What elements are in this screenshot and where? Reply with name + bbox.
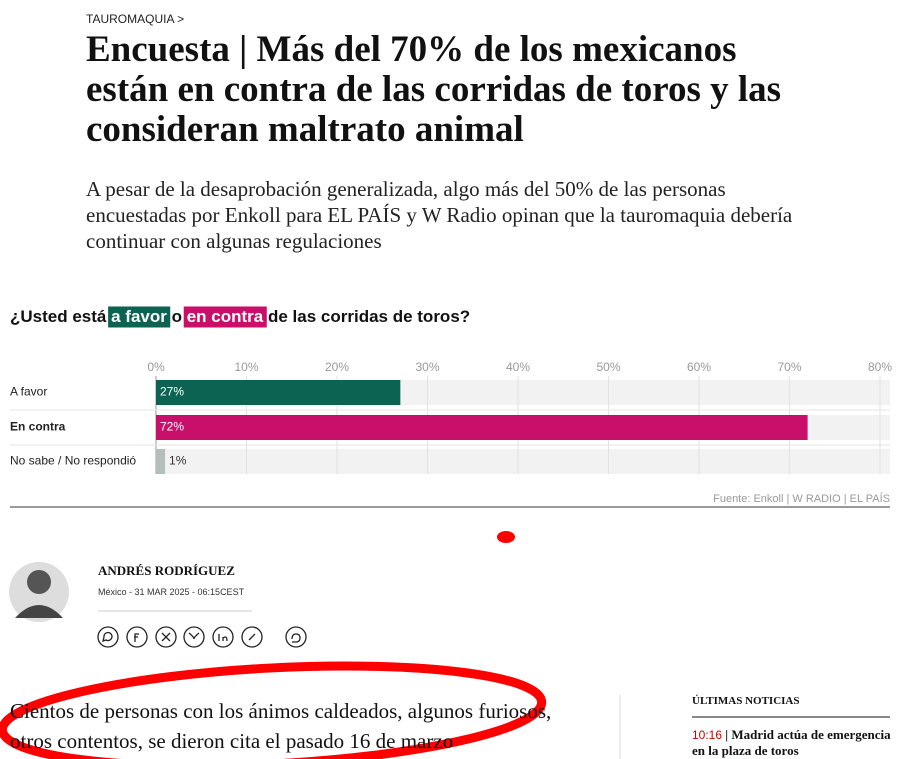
annotation-ellipse xyxy=(0,661,547,759)
sidebar-item[interactable]: 10:16 | Madrid actúa de emergencia en la… xyxy=(692,727,891,758)
title-part: en contra xyxy=(187,307,264,326)
bar xyxy=(156,380,401,405)
share-whatsapp[interactable] xyxy=(97,626,119,648)
title-part: ¿Usted está xyxy=(10,307,107,326)
title-highlight xyxy=(108,306,171,328)
row-bg xyxy=(156,449,890,474)
title-part: a favor xyxy=(111,307,167,326)
dateline: México - 31 MAR 2025 - 06:15CEST xyxy=(98,587,244,597)
title-highlight xyxy=(183,306,267,328)
headline: Encuesta | Más del 70% de los mexicanos … xyxy=(86,29,782,150)
chart: ¿Usted está a favor o en contra de las c… xyxy=(10,306,892,508)
source: Fuente: Enkoll | W RADIO | EL PAÍS xyxy=(713,492,890,505)
share-x[interactable] xyxy=(155,626,177,648)
author-photo-head xyxy=(27,570,51,594)
x-tick-label: 10% xyxy=(234,360,258,374)
share-icons xyxy=(97,626,307,648)
news-time: 10:16 xyxy=(692,728,723,742)
breadcrumb[interactable]: TAUROMAQUIA > xyxy=(86,12,185,26)
value-label: 27% xyxy=(160,385,184,399)
share-link[interactable] xyxy=(241,626,263,648)
author-name[interactable]: ANDRÉS RODRÍGUEZ xyxy=(98,563,235,578)
body-text: Cientos de personas con los ánimos calde… xyxy=(10,699,552,753)
share-bluesky[interactable] xyxy=(183,626,205,648)
value-label: 72% xyxy=(160,420,184,434)
title-part: de las corridas de toros? xyxy=(268,307,470,326)
category-label: En contra xyxy=(10,420,66,434)
category-label: A favor xyxy=(10,385,47,399)
subheadline: A pesar de la desaprobación generalizada… xyxy=(86,177,793,253)
red-dot xyxy=(497,531,515,543)
x-tick-label: 30% xyxy=(415,360,439,374)
x-tick-label: 0% xyxy=(147,360,165,374)
bar xyxy=(156,449,166,474)
decor xyxy=(0,531,890,759)
share-facebook[interactable] xyxy=(126,626,148,648)
share-linkedin[interactable] xyxy=(212,626,234,648)
value-label: 1% xyxy=(169,454,187,468)
title-part: o xyxy=(172,307,182,326)
comments[interactable] xyxy=(285,626,307,648)
x-tick-label: 60% xyxy=(687,360,711,374)
category-label: No sabe / No respondió xyxy=(10,454,136,468)
x-tick-label: 40% xyxy=(506,360,530,374)
x-tick-label: 50% xyxy=(596,360,620,374)
sidebar-title: ÚLTIMAS NOTICIAS xyxy=(692,695,800,707)
x-tick-label: 20% xyxy=(325,360,349,374)
date: México - 31 MAR 2025 - 06:15 xyxy=(98,587,221,597)
bar xyxy=(156,415,808,440)
chart-title: ¿Usted está a favor o en contra de las c… xyxy=(10,307,470,326)
timezone: CEST xyxy=(220,587,245,597)
news-headline: Madrid actúa de emergencia en la plaza d… xyxy=(692,727,891,758)
x-tick-label: 80% xyxy=(868,360,892,374)
x-tick-label: 70% xyxy=(777,360,801,374)
author-photo-body xyxy=(15,605,63,618)
